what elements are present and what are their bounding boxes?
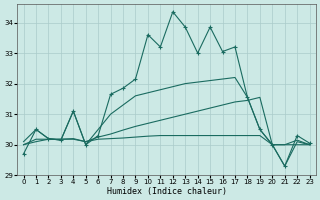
X-axis label: Humidex (Indice chaleur): Humidex (Indice chaleur) xyxy=(107,187,227,196)
